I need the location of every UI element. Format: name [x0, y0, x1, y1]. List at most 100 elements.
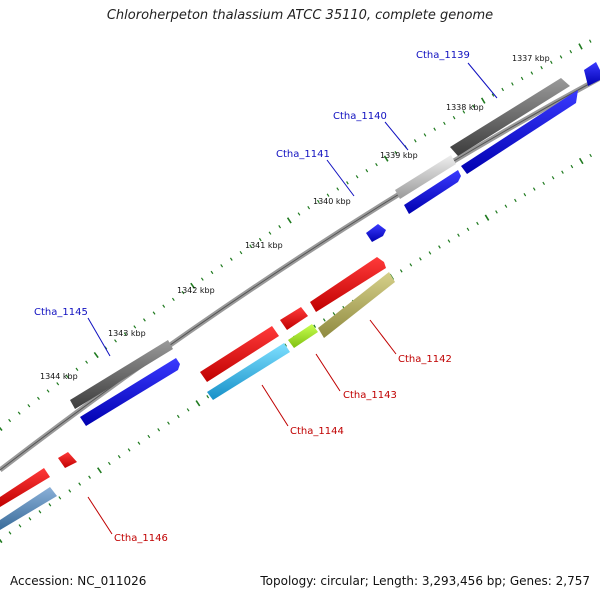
minor-tick: [239, 250, 243, 255]
gene-ctha-1143-feature[interactable]: [280, 307, 318, 348]
minor-tick: [171, 297, 175, 302]
minor-tick: [147, 434, 151, 439]
gene-label-ctha-1146[interactable]: Ctha_1146: [114, 533, 168, 544]
minor-tick: [38, 510, 42, 514]
minor-tick: [326, 193, 330, 197]
minor-tick: [413, 139, 417, 143]
minor-tick: [462, 110, 466, 114]
minor-tick: [167, 421, 170, 425]
minor-tick: [457, 233, 460, 237]
minor-tick: [137, 441, 141, 445]
minor-tick: [447, 239, 451, 243]
minor-tick: [452, 115, 456, 120]
minor-tick: [472, 104, 475, 108]
minor-tick: [514, 198, 517, 203]
minor-tick: [220, 264, 224, 268]
major-tick: [484, 214, 490, 221]
minor-tick: [162, 304, 166, 308]
gene-label-ctha-1145[interactable]: Ctha_1145: [34, 307, 88, 318]
minor-tick: [520, 76, 524, 81]
minor-tick: [569, 49, 573, 54]
minor-tick: [48, 503, 52, 507]
gene-label-ctha-1141[interactable]: Ctha_1141: [276, 149, 330, 160]
minor-tick: [532, 187, 536, 191]
minor-tick: [550, 60, 553, 64]
minor-tick: [394, 150, 398, 155]
minor-tick: [258, 237, 262, 242]
minor-tick: [570, 164, 574, 169]
accession-text: Accession: NC_011026: [10, 574, 147, 588]
major-tick: [93, 351, 99, 359]
minor-tick: [133, 325, 137, 329]
minor-tick: [75, 367, 79, 371]
minor-tick: [284, 343, 288, 347]
minor-tick: [210, 270, 214, 275]
gene-label-ctha-1139[interactable]: Ctha_1139: [416, 50, 470, 61]
minor-tick: [588, 39, 592, 43]
minor-tick: [117, 455, 121, 459]
minor-tick: [200, 277, 204, 281]
gene-label-ctha-1143[interactable]: Ctha_1143: [343, 390, 397, 401]
gene-ctha-1141-feature[interactable]: [366, 224, 386, 242]
minor-tick: [88, 475, 91, 479]
minor-tick: [127, 448, 131, 452]
minor-tick: [114, 339, 117, 343]
minor-tick: [332, 312, 336, 316]
gene-ctha-1142-feature[interactable]: [310, 257, 395, 338]
major-tick: [480, 97, 486, 104]
minor-tick: [27, 404, 31, 408]
gene-label-ctha-1140[interactable]: Ctha_1140: [333, 111, 387, 122]
gene-ctha-1139-feature[interactable]: [450, 62, 600, 174]
gene-ctha-1145-feature[interactable]: [70, 340, 180, 426]
gene-label-ctha-1142[interactable]: Ctha_1142: [398, 354, 452, 365]
kbp-label: 1344 kbp: [40, 372, 78, 381]
minor-tick: [297, 212, 301, 216]
minor-tick: [46, 389, 50, 393]
major-tick: [578, 157, 584, 165]
map-title: Chloroherpeton thalassium ATCC 35110, co…: [106, 8, 494, 23]
minor-tick: [322, 318, 326, 322]
kbp-label: 1342 kbp: [177, 286, 215, 295]
minor-tick: [56, 382, 60, 386]
minor-tick: [346, 181, 349, 185]
minor-tick: [423, 133, 427, 137]
minor-tick: [561, 170, 564, 174]
minor-tick: [530, 71, 534, 75]
kbp-label: 1341 kbp: [245, 241, 283, 250]
minor-tick: [176, 414, 180, 419]
minor-tick: [206, 395, 210, 399]
kbp-label: 1343 kbp: [108, 329, 146, 338]
minor-tick: [17, 411, 21, 415]
minor-tick: [365, 168, 369, 173]
minor-tick: [18, 524, 22, 528]
minor-tick: [68, 489, 72, 493]
minor-tick: [307, 206, 311, 210]
gene-label-ctha-1144[interactable]: Ctha_1144: [290, 426, 344, 437]
gene-ctha-1144-feature[interactable]: [200, 326, 290, 400]
major-tick: [0, 426, 3, 432]
minor-tick: [495, 210, 498, 214]
minor-tick: [409, 263, 413, 267]
major-tick: [578, 43, 583, 50]
major-tick: [383, 155, 389, 162]
minor-tick: [107, 461, 111, 466]
gene-ctha-1146-feature[interactable]: [0, 452, 77, 530]
minor-tick: [186, 408, 190, 412]
minor-tick: [355, 175, 359, 179]
kbp-label: 1338 kbp: [446, 103, 484, 112]
minor-tick: [589, 153, 592, 158]
genome-summary: Topology: circular; Length: 3,293,456 bp…: [260, 574, 590, 588]
minor-tick: [443, 121, 446, 126]
minor-tick: [8, 418, 12, 423]
leader-lines: [87, 62, 498, 535]
minor-tick: [504, 204, 508, 208]
minor-tick: [428, 251, 432, 255]
major-tick: [286, 217, 292, 224]
minor-tick: [8, 531, 12, 535]
minor-tick: [157, 428, 161, 432]
minor-tick: [511, 82, 514, 86]
minor-tick: [501, 87, 504, 92]
gene-ctha-1140-feature[interactable]: [395, 155, 461, 214]
minor-tick: [466, 227, 470, 232]
minor-tick: [78, 482, 82, 486]
